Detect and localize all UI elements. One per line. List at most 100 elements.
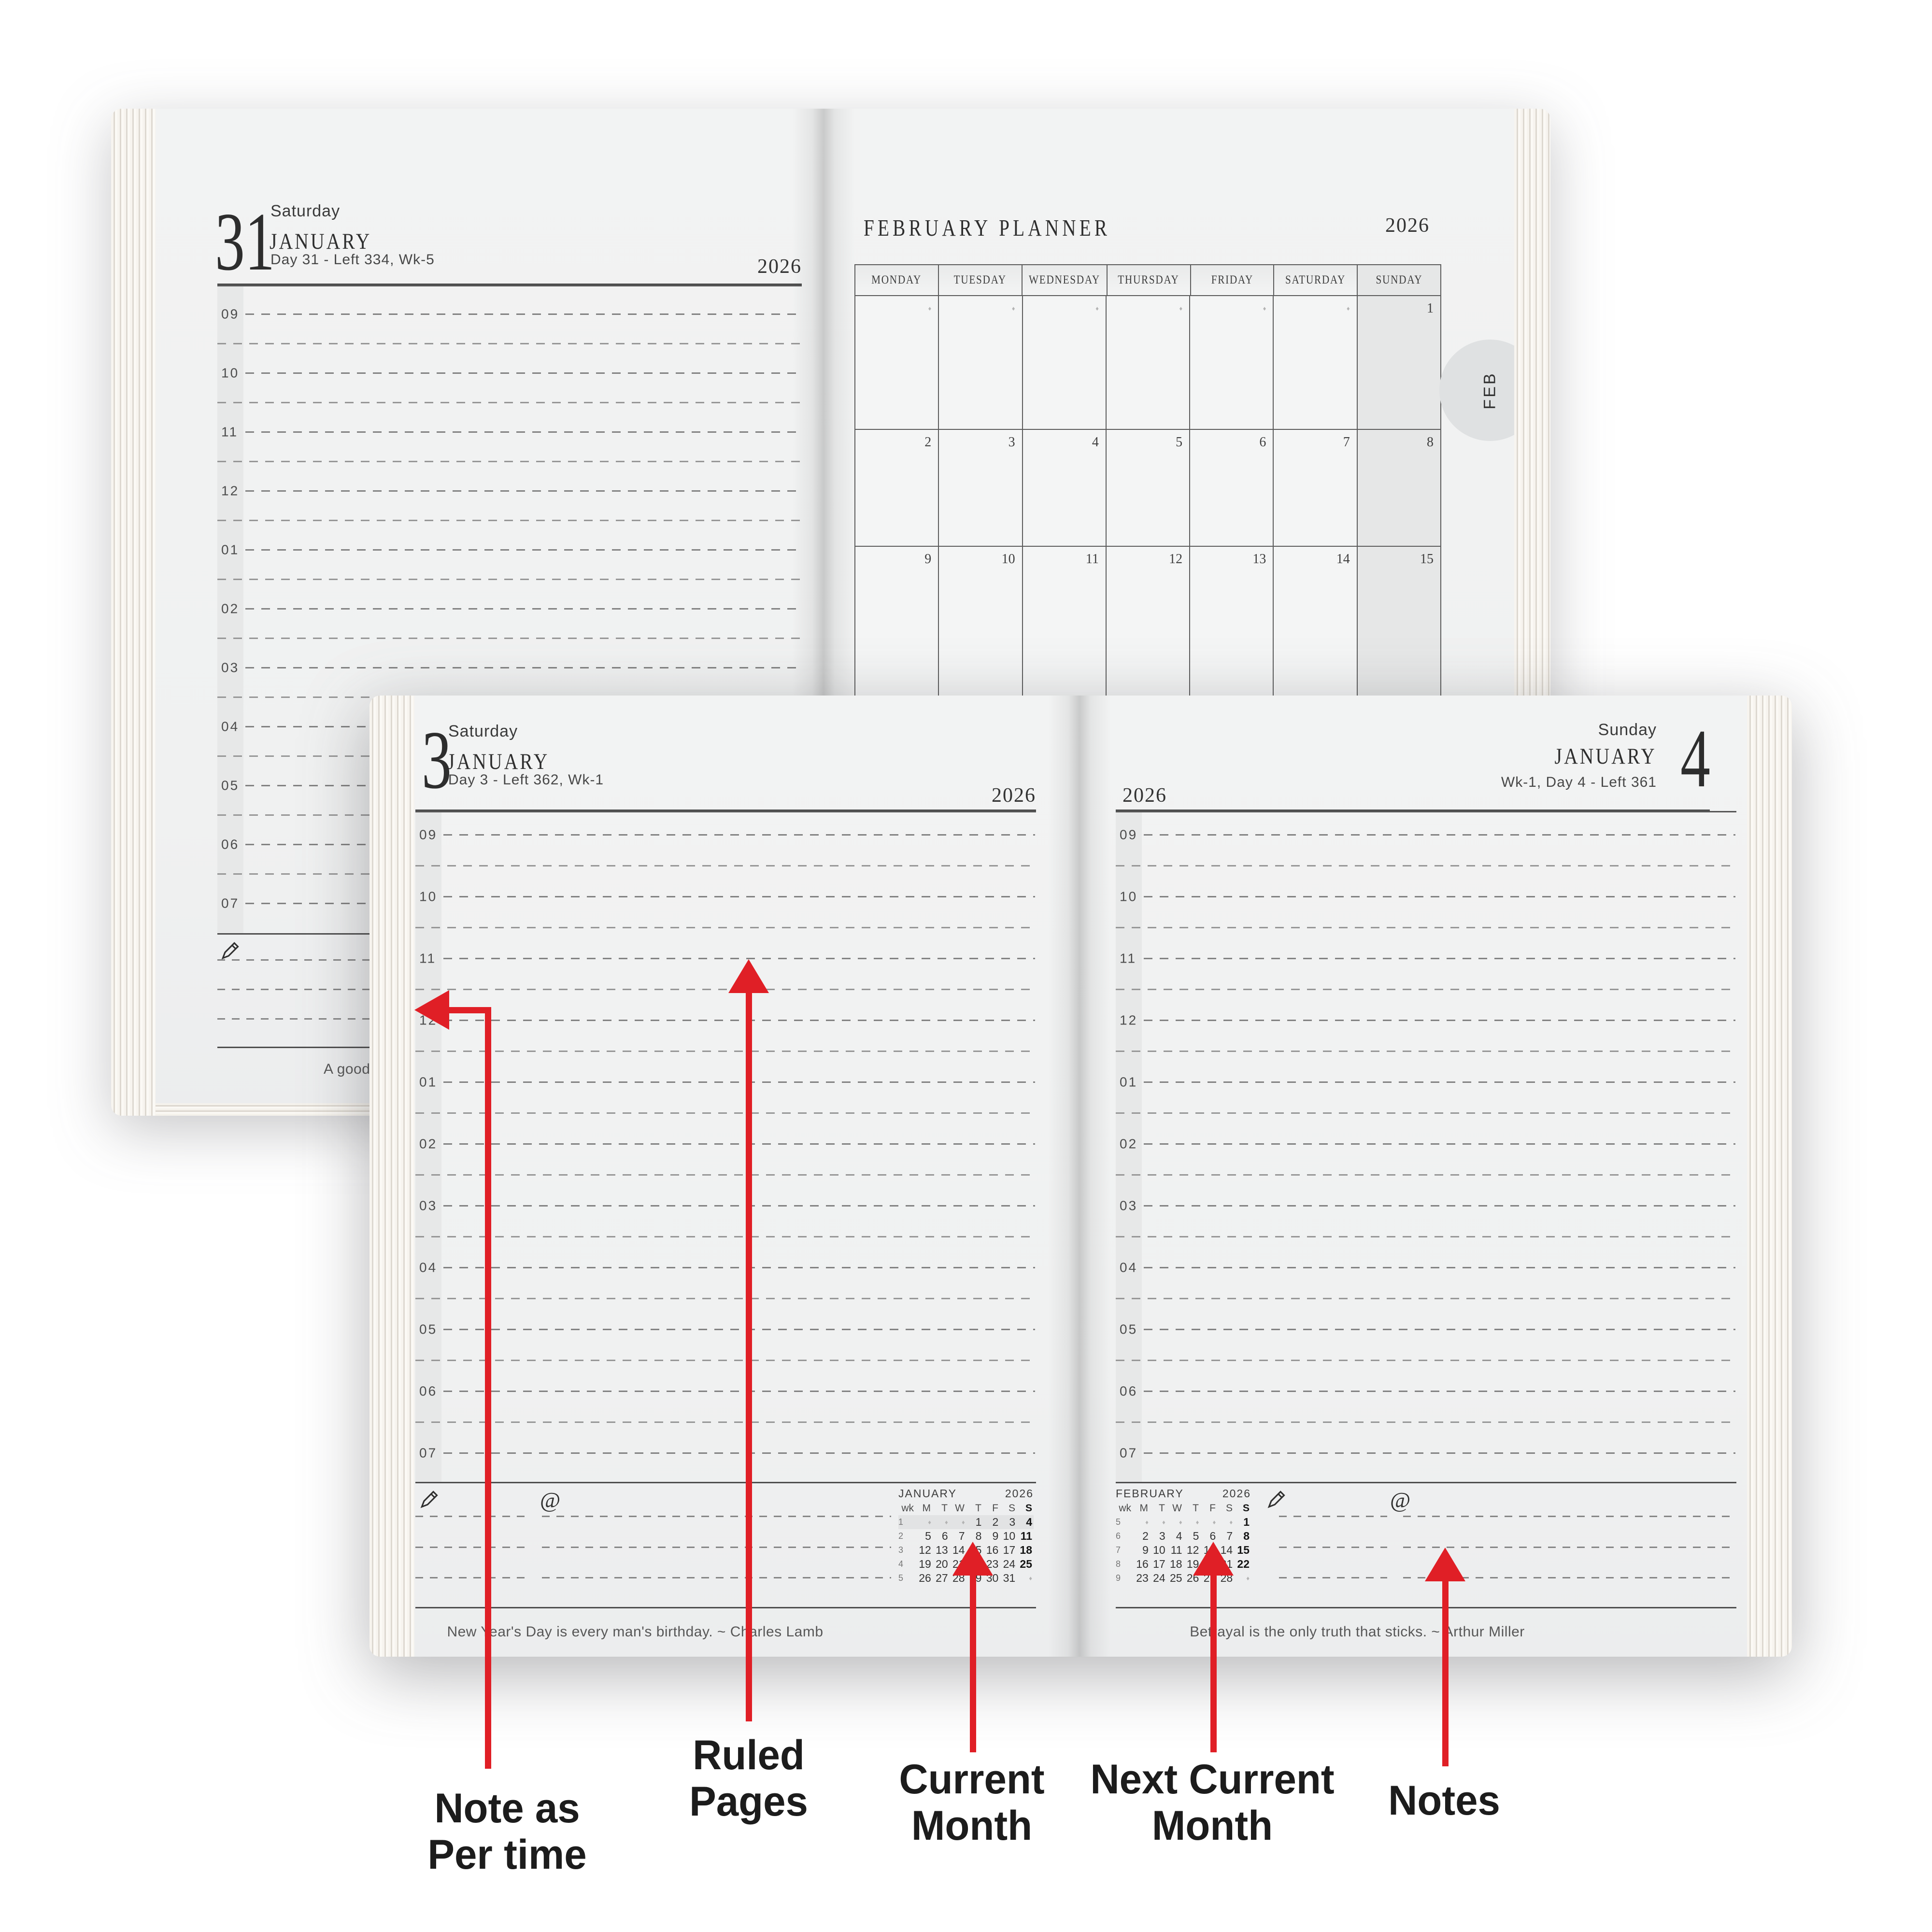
- annotation-notes: Notes: [1388, 1777, 1500, 1824]
- mini-calendar-day: ♦: [1229, 1519, 1233, 1526]
- mini-calendar-day: 24: [1153, 1572, 1165, 1584]
- mini-calendar-day: 11: [1020, 1530, 1033, 1542]
- month-label: JANUARY: [1554, 744, 1657, 769]
- mini-calendar-day: 27: [936, 1572, 948, 1584]
- half-hour-ruled-line: [415, 1236, 1035, 1237]
- mini-calendar-col-header: T: [941, 1502, 948, 1514]
- mini-calendar-day: 2: [1142, 1530, 1149, 1542]
- hour-label: 05: [419, 1321, 438, 1337]
- mini-calendar-day: 3: [1159, 1530, 1165, 1542]
- half-hour-ruled-line: [217, 343, 801, 344]
- mini-calendar-day: ♦: [1179, 1519, 1182, 1526]
- half-hour-ruled-line: [415, 865, 1035, 867]
- next-current-month-arrowhead: [1193, 1542, 1234, 1576]
- hour-ruled-line: [245, 431, 801, 433]
- hour-ruled-line: [1144, 1391, 1735, 1392]
- hour-label: 12: [1120, 1012, 1138, 1028]
- page-stack-edge-bottom: [118, 1103, 384, 1116]
- planner-day-cell: 5: [1105, 430, 1189, 546]
- week-number: 2: [898, 1531, 904, 1541]
- note-as-per-time-arrow: [448, 1007, 491, 1013]
- planner-day-cell: 2: [924, 435, 932, 450]
- hour-row: 01: [1116, 1074, 1736, 1144]
- mini-calendar-day: 13: [936, 1544, 948, 1556]
- hour-row: 06: [415, 1383, 1036, 1453]
- planner-day-header-row: MONDAY TUESDAY WEDNESDAY THURSDAY: [855, 265, 1440, 295]
- hour-ruled-line: [1144, 1143, 1735, 1145]
- at-symbol: @: [540, 1488, 561, 1512]
- hour-ruled-line: [443, 1452, 1035, 1454]
- mini-calendar-year: 2026: [1005, 1487, 1034, 1500]
- hour-ruled-line: [443, 1267, 1035, 1268]
- day-number: 3: [422, 714, 452, 806]
- mini-calendar-day: 23: [1136, 1572, 1149, 1584]
- hour-row: 07: [1116, 1445, 1736, 1482]
- mini-calendar-col-header: M: [1139, 1502, 1149, 1514]
- week-number: 5: [898, 1573, 904, 1583]
- writing-hand-icon: [1267, 1491, 1285, 1508]
- hour-ruled-line: [443, 1081, 1035, 1083]
- planner-day-header: MONDAY: [871, 273, 922, 286]
- day-progress-label: Day 31 - Left 334, Wk-5: [270, 252, 435, 268]
- mini-calendar-col-header: W: [955, 1502, 965, 1514]
- hour-ruled-line: [245, 608, 801, 610]
- year-label: 2026: [1385, 214, 1430, 237]
- hour-ruled-line: [443, 1391, 1035, 1392]
- hour-label: 03: [221, 660, 240, 675]
- planner-day-cell: ♦: [1273, 296, 1356, 429]
- hour-ruled-line: [1144, 1081, 1735, 1083]
- writing-hand-icon: [221, 942, 239, 960]
- hour-ruled-line: [245, 667, 801, 668]
- half-hour-ruled-line: [415, 1051, 1035, 1052]
- mini-calendar-week-row: 5 ♦ ♦ ♦ ♦ ♦ ♦ 1: [1116, 1515, 1251, 1529]
- half-hour-ruled-line: [415, 989, 1035, 990]
- mini-calendar-col-header: T: [1193, 1502, 1199, 1514]
- mini-calendar-day: 10: [1153, 1544, 1165, 1556]
- hour-row: 03: [1116, 1198, 1736, 1268]
- month-label: JANUARY: [270, 229, 372, 254]
- page-stack-edge-left: [369, 696, 414, 1657]
- hour-row: 05: [1116, 1321, 1736, 1392]
- hour-label: 06: [1120, 1383, 1138, 1399]
- mini-calendar-day: 31: [1003, 1572, 1016, 1584]
- mini-calendar-day: 6: [941, 1530, 948, 1542]
- notes-arrow: [1442, 1580, 1449, 1766]
- time-ruled-grid: 09 10 11: [415, 811, 1036, 1483]
- hour-label: 05: [1120, 1321, 1138, 1337]
- mini-calendar-day: 17: [1153, 1558, 1165, 1570]
- half-hour-ruled-line: [217, 579, 801, 580]
- half-hour-ruled-line: [217, 638, 801, 639]
- planner-day-cell: 6: [1189, 430, 1273, 546]
- hour-row: 10: [415, 889, 1036, 959]
- mini-calendar-day: 2: [992, 1516, 999, 1528]
- hour-label: 09: [221, 306, 240, 322]
- half-hour-ruled-line: [1116, 1298, 1735, 1299]
- weekday-label: Saturday: [448, 722, 518, 740]
- hour-row: 11: [1116, 951, 1736, 1021]
- at-symbol: @: [1390, 1488, 1411, 1512]
- day-number: 31: [215, 196, 275, 288]
- hour-ruled-line: [1144, 1452, 1735, 1454]
- hour-ruled-line: [245, 372, 801, 374]
- hour-row: 07: [415, 1445, 1036, 1482]
- mini-calendar-day: 3: [1009, 1516, 1016, 1528]
- annotation-current-month: Current Month: [899, 1756, 1045, 1849]
- hour-ruled-line: [443, 1143, 1035, 1145]
- mini-calendar-day: 15: [1237, 1544, 1250, 1556]
- hour-label: 10: [1120, 889, 1138, 904]
- planner-day-cell: 9: [924, 552, 932, 567]
- ruled-pages-arrowhead: [728, 959, 769, 993]
- planner-day-cell: 14: [1273, 547, 1356, 721]
- hour-label: 04: [419, 1260, 438, 1275]
- year-label: 2026: [992, 784, 1036, 807]
- hour-row: 01: [217, 542, 802, 609]
- mini-calendar-day: 12: [919, 1544, 931, 1556]
- hour-label: 05: [221, 778, 240, 793]
- annotation-ruled-pages: Ruled Pages: [689, 1732, 808, 1825]
- mini-calendar-day: 8: [1243, 1530, 1250, 1542]
- next-current-month-arrow: [1210, 1575, 1217, 1752]
- hour-row: 09: [1116, 827, 1736, 897]
- mini-calendar-col-header: wk: [901, 1502, 914, 1514]
- day-progress-label: Wk-1, Day 4 - Left 361: [1501, 774, 1657, 790]
- mini-calendar-day: 1: [975, 1516, 982, 1528]
